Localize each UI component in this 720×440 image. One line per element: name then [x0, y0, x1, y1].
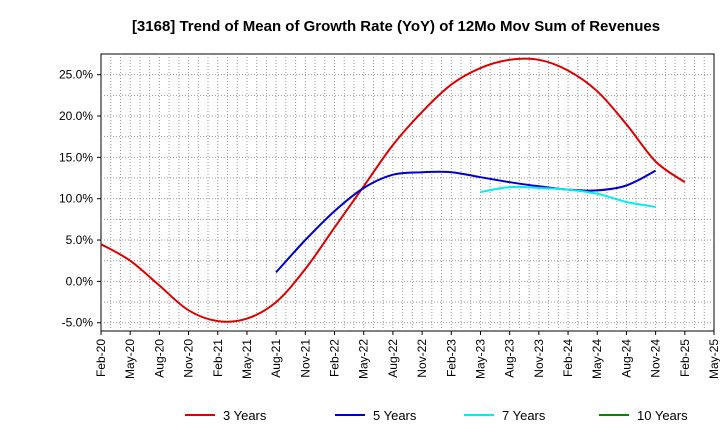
series-line-3-years	[100, 57, 686, 323]
plot-area	[100, 53, 715, 332]
legend-label: 5 Years	[373, 408, 417, 423]
x-tick-label: Feb-23	[444, 339, 458, 377]
x-tick-label: Aug-20	[152, 339, 166, 378]
x-tick-label: May-21	[240, 339, 254, 379]
y-axis: 25.0% 20.0% 15.0% 10.0% 5.0% 0.0% -5.0%	[59, 68, 101, 330]
x-tick-label: Nov-20	[182, 339, 196, 378]
x-tick-label: Aug-21	[269, 339, 283, 378]
y-tick-label: 25.0%	[59, 68, 93, 82]
x-tick-label: Feb-24	[561, 339, 575, 377]
y-tick-label: 15.0%	[59, 150, 93, 164]
x-tick-label: May-20	[123, 339, 137, 379]
x-tick-label: Aug-22	[386, 339, 400, 378]
legend: 3 Years 5 Years 7 Years 10 Years	[185, 408, 688, 423]
x-tick-label: May-25	[707, 339, 720, 379]
y-tick-label: -5.0%	[62, 316, 94, 330]
x-tick-label: Aug-23	[503, 339, 517, 378]
x-tick-label: Nov-22	[415, 339, 429, 378]
series-lines	[100, 57, 686, 323]
legend-label: 7 Years	[502, 408, 546, 423]
x-tick-label: Aug-24	[619, 339, 633, 378]
x-tick-label: May-24	[590, 339, 604, 379]
y-tick-label: 0.0%	[66, 274, 94, 288]
x-tick-label: Nov-21	[298, 339, 312, 378]
series-line-5-years	[275, 169, 657, 273]
x-tick-label: Feb-21	[211, 339, 225, 377]
chart-title: [3168] Trend of Mean of Growth Rate (YoY…	[132, 18, 660, 35]
x-tick-label: May-22	[357, 339, 371, 379]
y-tick-label: 10.0%	[59, 192, 93, 206]
grid	[101, 54, 714, 331]
x-axis: Feb-20 May-20 Aug-20 Nov-20 Feb-21 May-21 Aug-…	[94, 331, 720, 379]
x-tick-label: Nov-24	[649, 339, 663, 378]
y-tick-label: 20.0%	[59, 109, 93, 123]
x-tick-label: May-23	[473, 339, 487, 379]
legend-label: 10 Years	[637, 408, 688, 423]
x-tick-label: Feb-25	[678, 339, 692, 377]
x-tick-label: Feb-22	[328, 339, 342, 377]
y-tick-label: 5.0%	[66, 233, 94, 247]
series-line-7-years	[480, 185, 656, 208]
x-tick-label: Feb-20	[94, 339, 108, 377]
x-tick-label: Nov-23	[532, 339, 546, 378]
legend-label: 3 Years	[223, 408, 267, 423]
